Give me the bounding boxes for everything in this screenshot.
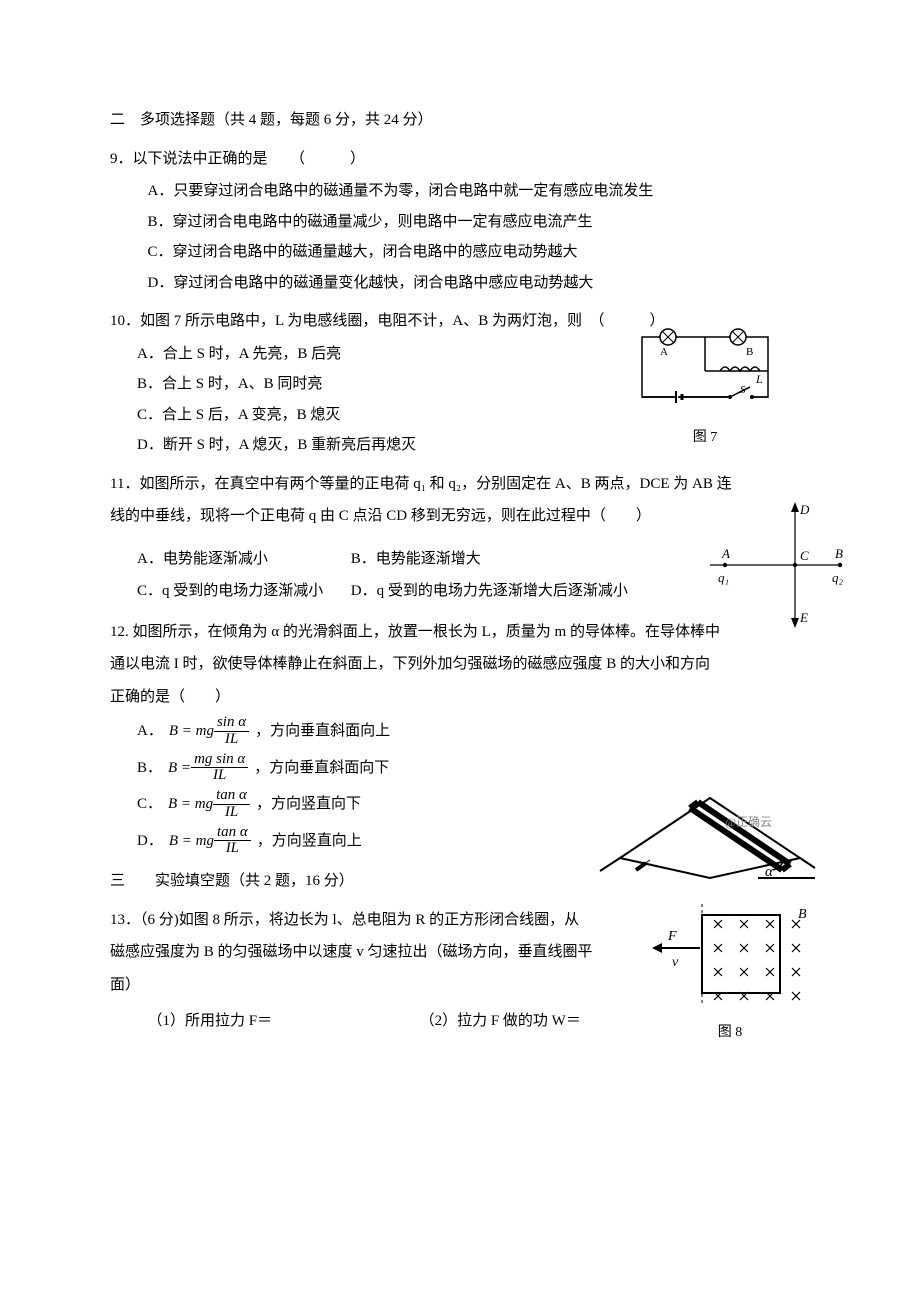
q11-opt-a: A．电势能逐渐减小 xyxy=(137,545,347,574)
svg-text:B: B xyxy=(835,546,843,561)
q11-stem-1: 11．如图所示，在真空中有两个等量的正电荷 q₁ 和 q₂，分别固定在 A、B … xyxy=(110,470,810,499)
q13-figure: F v B 图 8 xyxy=(640,900,820,1047)
q12-figure: α @正确云 xyxy=(590,728,820,888)
q13-caption: 图 8 xyxy=(640,1020,820,1047)
question-13: 13．（6 分)如图 8 所示，将边长为 l、总电阻为 R 的正方形闭合线圈，从… xyxy=(110,906,810,1036)
svg-text:L: L xyxy=(755,372,763,386)
svg-text:A: A xyxy=(721,546,730,561)
svg-text:q₁: q₁ xyxy=(718,570,729,585)
svg-text:C: C xyxy=(800,548,809,563)
q12-stem-1: 12. 如图所示，在倾角为 α 的光滑斜面上，放置一根长为 L，质量为 m 的导… xyxy=(110,618,810,647)
svg-text:A: A xyxy=(660,346,668,358)
svg-text:@正确云: @正确云 xyxy=(725,815,772,829)
svg-text:B: B xyxy=(746,346,753,358)
q9-opt-a: A．只要穿过闭合电路中的磁通量不为零，闭合电路中就一定有感应电流发生 xyxy=(148,177,811,206)
q11-figure: A B C D E q₁ q₂ xyxy=(700,500,850,630)
svg-text:F: F xyxy=(667,929,677,944)
question-11: 11．如图所示，在真空中有两个等量的正电荷 q₁ 和 q₂，分别固定在 A、B … xyxy=(110,470,810,608)
q13-sub1: （1）所用拉力 F＝ xyxy=(148,1013,273,1029)
question-9: 9．以下说法中正确的是 （ ） A．只要穿过闭合电路中的磁通量不为零，闭合电路中… xyxy=(110,145,810,298)
q9-options: A．只要穿过闭合电路中的磁通量不为零，闭合电路中就一定有感应电流发生 B．穿过闭… xyxy=(110,177,810,297)
q13-sub2: （2）拉力 F 做的功 W＝ xyxy=(420,1013,581,1029)
section-2-title: 二 多项选择题（共 4 题，每题 6 分，共 24 分） xyxy=(110,106,810,135)
q10-caption: 图 7 xyxy=(630,425,780,452)
question-12: 12. 如图所示，在倾角为 α 的光滑斜面上，放置一根长为 L，质量为 m 的导… xyxy=(110,618,810,858)
question-10: 10．如图 7 所示电路中，L 为电感线圈，电阻不计，A、B 为两灯泡，则 （ … xyxy=(110,307,810,460)
q10-figure: A B L S 图 7 xyxy=(630,325,780,452)
svg-text:q₂: q₂ xyxy=(832,570,844,585)
q12-stem-3: 正确的是（ ） xyxy=(110,683,810,712)
q9-stem: 9．以下说法中正确的是 （ ） xyxy=(110,145,810,174)
q9-opt-c: C．穿过闭合电路中的磁通量越大，闭合电路中的感应电动势越大 xyxy=(148,238,811,267)
svg-text:v: v xyxy=(672,955,679,970)
svg-text:D: D xyxy=(799,502,810,517)
q11-opt-c: C．q 受到的电场力逐渐减小 xyxy=(137,577,347,606)
q11-opt-d: D．q 受到的电场力先逐渐增大后逐渐减小 xyxy=(351,577,628,606)
svg-text:α: α xyxy=(765,864,774,880)
q9-opt-d: D．穿过闭合电路中的磁通量变化越快，闭合电路中感应电动势越大 xyxy=(148,269,811,298)
svg-text:S: S xyxy=(740,384,746,396)
q12-stem-2: 通以电流 I 时，欲使导体棒静止在斜面上，下列外加匀强磁场的磁感应强度 B 的大… xyxy=(110,650,810,679)
q11-opt-b: B．电势能逐渐增大 xyxy=(351,545,481,574)
q9-opt-b: B．穿过闭合电电路中的磁通量减少，则电路中一定有感应电流产生 xyxy=(148,208,811,237)
svg-text:B: B xyxy=(798,907,807,922)
